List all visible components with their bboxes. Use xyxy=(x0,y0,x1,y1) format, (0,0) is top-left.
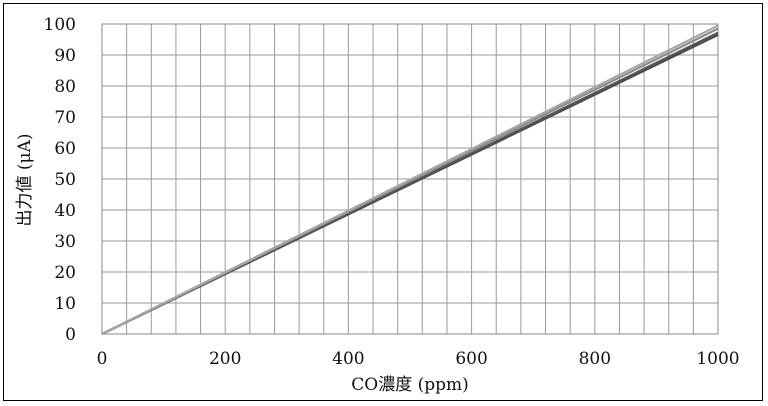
y-tick-label: 90 xyxy=(54,46,76,66)
y-tick-label: 20 xyxy=(54,263,76,283)
y-tick-label: 60 xyxy=(54,139,76,159)
plot-area-border xyxy=(101,23,719,335)
series-lines xyxy=(101,24,719,335)
series-line-4 xyxy=(101,24,719,335)
gridlines xyxy=(101,23,719,335)
x-tick-label: 0 xyxy=(97,349,108,369)
x-tick-label: 400 xyxy=(332,349,364,369)
y-tick-label: 70 xyxy=(54,108,76,128)
x-axis-title: CO濃度 (ppm) xyxy=(351,375,469,395)
x-tick-label: 200 xyxy=(209,349,241,369)
x-tick-label: 600 xyxy=(455,349,487,369)
x-tick-label: 800 xyxy=(579,349,611,369)
y-tick-label: 80 xyxy=(54,77,76,97)
x-tick-label: 1000 xyxy=(696,349,739,369)
y-tick-label: 50 xyxy=(54,170,76,190)
y-tick-label: 0 xyxy=(65,325,76,345)
y-tick-label: 30 xyxy=(54,232,76,252)
y-tick-label: 100 xyxy=(44,15,76,35)
y-tick-label: 10 xyxy=(54,294,76,314)
y-tick-label: 40 xyxy=(54,201,76,221)
y-axis-title: 出力値 (μA) xyxy=(15,134,35,227)
